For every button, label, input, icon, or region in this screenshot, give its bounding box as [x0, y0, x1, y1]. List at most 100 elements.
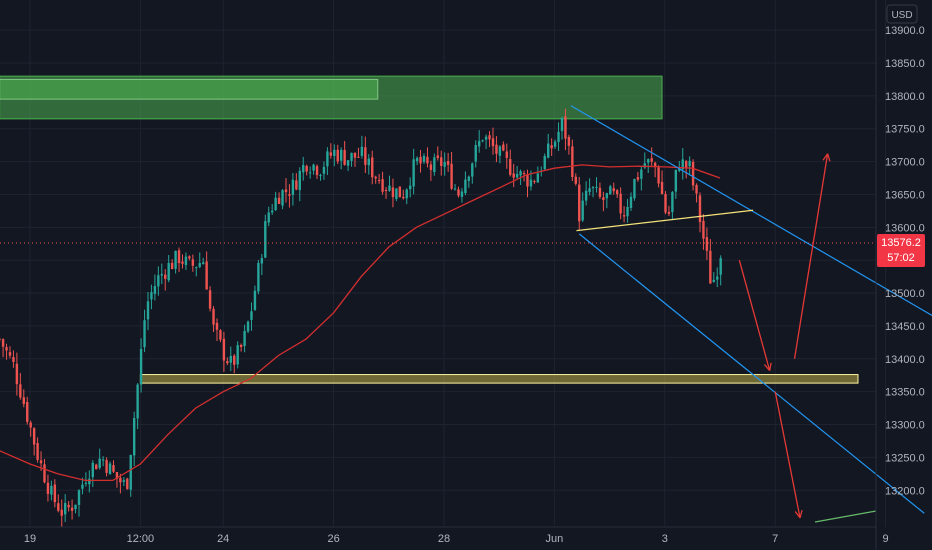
y-tick-label: 13350.0 — [885, 387, 925, 399]
x-tick-label: 12:00 — [127, 533, 155, 545]
candle-body — [591, 187, 595, 189]
candle-body — [1, 339, 5, 347]
y-tick-label: 13400.0 — [885, 354, 925, 366]
arrow-3[interactable] — [774, 391, 803, 519]
y-tick-label: 13850.0 — [885, 58, 925, 70]
candle-body — [598, 187, 602, 197]
candle-body — [415, 157, 419, 162]
candle-body — [557, 131, 560, 142]
candle-body — [674, 169, 678, 192]
candle-body — [553, 141, 557, 147]
candle-body — [402, 196, 405, 199]
x-tick-label: Jun — [546, 533, 564, 545]
candle-body — [95, 464, 98, 470]
candle-body — [429, 164, 433, 171]
candle-body — [298, 170, 301, 190]
candle-body — [233, 355, 236, 365]
candle-body — [26, 402, 29, 422]
candle-body — [384, 189, 388, 191]
arrow-2[interactable] — [793, 153, 831, 359]
candle-body — [660, 181, 664, 195]
candle-body — [215, 322, 219, 330]
candle-body — [491, 138, 495, 147]
candle-body — [160, 274, 163, 276]
candle-body — [119, 477, 122, 483]
candle-body — [115, 472, 119, 479]
candle-body — [615, 190, 619, 195]
candle-body — [398, 186, 402, 198]
y-tick-label: 13800.0 — [885, 91, 925, 103]
candle-body — [274, 197, 277, 210]
candle-body — [257, 262, 260, 292]
supply-zone-inner[interactable] — [0, 78, 379, 100]
candle-body — [295, 180, 298, 190]
candle-body — [181, 261, 184, 264]
candle-body — [288, 194, 291, 196]
candle-body — [564, 116, 567, 139]
candle-body — [188, 256, 191, 259]
x-tick-label: 28 — [438, 533, 450, 545]
candle-body — [174, 250, 177, 269]
candle-body — [374, 176, 377, 179]
channel-lower[interactable] — [578, 233, 925, 514]
candle-body — [108, 463, 112, 475]
candle-body — [408, 185, 412, 190]
candle-body — [460, 191, 464, 197]
candle-body — [229, 355, 232, 363]
candle-body — [264, 221, 267, 258]
currency-badge[interactable]: USD — [886, 4, 918, 24]
candle-body — [343, 150, 346, 165]
candle-body — [684, 161, 688, 168]
candle-body — [533, 181, 536, 183]
candle-body — [609, 186, 612, 195]
candle-body — [495, 144, 498, 154]
candle-body — [457, 189, 460, 196]
candle-body — [260, 258, 264, 264]
y-tick-label: 13450.0 — [885, 321, 925, 333]
candle-body — [467, 176, 471, 181]
candle-body — [319, 174, 322, 176]
candle-body — [515, 173, 519, 178]
candle-body — [333, 149, 336, 156]
candle-body — [481, 140, 484, 142]
candle-body — [315, 166, 319, 176]
candle-body — [502, 144, 505, 151]
candle-body — [602, 197, 605, 201]
demand-zone[interactable] — [139, 374, 859, 384]
currency-label: USD — [891, 10, 912, 21]
candle-body — [270, 210, 274, 213]
y-tick-label: 13650.0 — [885, 189, 925, 201]
candle-body — [157, 275, 160, 287]
candle-body — [526, 174, 529, 187]
neckline[interactable] — [576, 209, 754, 232]
x-tick-label: 3 — [662, 533, 668, 545]
arrow-1[interactable] — [738, 260, 772, 372]
candle-body — [691, 161, 695, 186]
candle-body — [636, 177, 640, 180]
y-tick-label: 13300.0 — [885, 420, 925, 432]
candle-body — [450, 163, 453, 189]
candle-body — [550, 145, 553, 149]
x-tick-label: 19 — [24, 533, 36, 545]
drawings-layer — [570, 105, 932, 523]
candle-body — [560, 117, 564, 132]
candle-body — [105, 460, 108, 473]
candle-body — [716, 276, 719, 280]
candle-body — [39, 460, 43, 464]
y-tick-label: 13250.0 — [885, 452, 925, 464]
candle-body — [671, 192, 674, 213]
candle-body — [612, 188, 615, 192]
candle-body — [291, 179, 295, 195]
candle-body — [509, 159, 512, 175]
candle-body — [377, 180, 381, 182]
zones-layer — [0, 75, 859, 384]
candle-body — [226, 361, 229, 364]
candle-body — [395, 188, 398, 200]
trend-line-stub[interactable] — [814, 510, 877, 523]
channel-upper[interactable] — [570, 105, 932, 318]
candle-body — [284, 189, 288, 193]
candle-body — [98, 458, 101, 468]
x-tick-label: 26 — [327, 533, 339, 545]
